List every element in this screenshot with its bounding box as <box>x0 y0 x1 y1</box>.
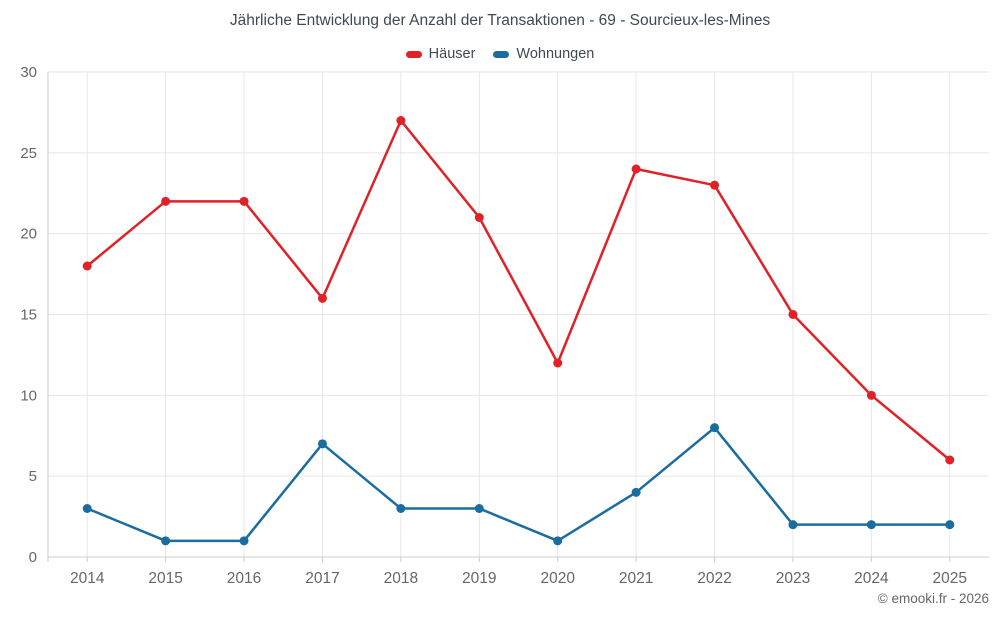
x-axis-tick-label: 2025 <box>933 570 967 587</box>
data-point-wohnungen-2022[interactable] <box>710 423 720 433</box>
data-point-wohnungen-2023[interactable] <box>788 520 798 530</box>
legend-label: Häuser <box>428 46 476 62</box>
data-point-hauser-2015[interactable] <box>161 196 171 206</box>
data-point-wohnungen-2015[interactable] <box>161 536 171 546</box>
x-axis-tick-label: 2017 <box>305 570 339 587</box>
x-axis-tick-label: 2023 <box>776 570 810 587</box>
data-point-wohnungen-2025[interactable] <box>945 520 955 530</box>
x-axis-tick-label: 2022 <box>697 570 731 587</box>
data-point-hauser-2022[interactable] <box>710 180 720 190</box>
data-point-hauser-2020[interactable] <box>553 358 563 368</box>
x-axis-tick-label: 2014 <box>70 570 105 587</box>
y-axis-tick-label: 5 <box>29 468 37 485</box>
data-point-wohnungen-2020[interactable] <box>553 536 563 546</box>
data-point-wohnungen-2016[interactable] <box>239 536 249 546</box>
legend-label: Wohnungen <box>516 46 595 62</box>
x-axis-tick-label: 2016 <box>227 570 261 587</box>
x-axis-tick-label: 2021 <box>619 570 653 587</box>
data-point-hauser-2023[interactable] <box>788 310 798 319</box>
data-point-hauser-2017[interactable] <box>317 293 327 303</box>
legend-item-wohnungen[interactable]: Wohnungen <box>493 46 594 62</box>
legend-swatch-hauser <box>405 50 422 58</box>
x-axis-tick-label: 2018 <box>384 570 418 587</box>
y-axis-tick-label: 25 <box>20 145 37 162</box>
y-axis-tick-label: 10 <box>20 387 37 404</box>
data-point-wohnungen-2014[interactable] <box>82 504 92 513</box>
y-axis-tick-label: 15 <box>20 307 37 324</box>
chart-legend: Häuser Wohnungen <box>0 46 1000 62</box>
data-point-wohnungen-2017[interactable] <box>317 439 327 449</box>
y-axis-tick-label: 0 <box>29 549 37 566</box>
x-axis-tick-label: 2020 <box>540 570 575 587</box>
data-point-wohnungen-2024[interactable] <box>866 520 876 530</box>
data-point-hauser-2025[interactable] <box>945 455 955 465</box>
copyright-footer: © emooki.fr - 2026 <box>877 591 989 606</box>
x-axis-tick-label: 2015 <box>148 570 182 587</box>
data-point-hauser-2019[interactable] <box>474 213 484 222</box>
legend-item-hauser[interactable]: Häuser <box>405 46 476 62</box>
chart-title: Jährliche Entwicklung der Anzahl der Tra… <box>229 12 771 29</box>
data-point-hauser-2018[interactable] <box>396 116 406 125</box>
y-axis-tick-label: 30 <box>20 64 37 81</box>
series-line-wohnungen <box>85 426 952 543</box>
x-axis-tick-label: 2024 <box>854 570 889 587</box>
data-point-hauser-2021[interactable] <box>631 164 641 174</box>
data-point-hauser-2024[interactable] <box>866 390 876 400</box>
y-axis-tick-label: 20 <box>20 226 37 243</box>
data-point-wohnungen-2021[interactable] <box>631 487 641 497</box>
data-point-wohnungen-2018[interactable] <box>396 504 406 513</box>
data-point-hauser-2014[interactable] <box>82 261 92 271</box>
data-point-hauser-2016[interactable] <box>239 196 249 206</box>
x-axis-tick-label: 2019 <box>462 570 496 587</box>
legend-swatch-wohnungen <box>493 50 510 58</box>
series-line-hauser <box>85 119 952 462</box>
data-point-wohnungen-2019[interactable] <box>474 504 484 513</box>
